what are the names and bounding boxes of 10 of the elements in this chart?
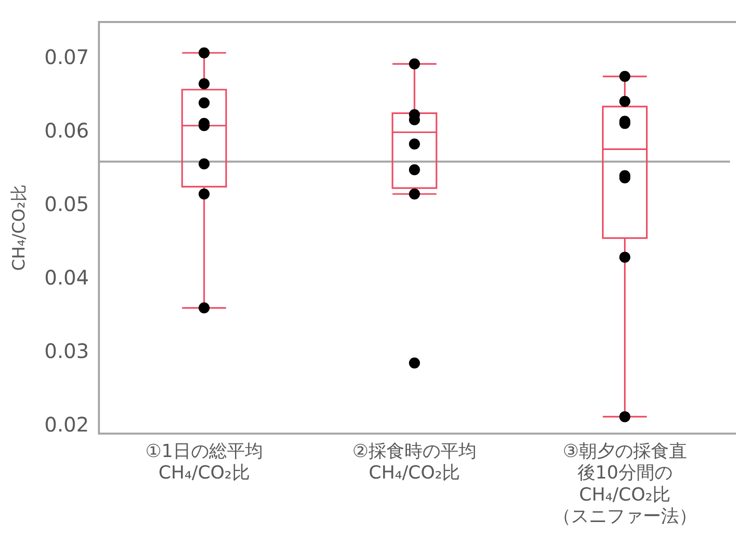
y-tick-label: 0.06: [44, 118, 89, 142]
x-tick-label: ①1日の総平均 CH₄/CO₂比: [145, 441, 263, 484]
y-tick-label: 0.02: [44, 412, 89, 436]
y-tick-label: 0.03: [44, 338, 89, 363]
y-tick-label: 0.05: [44, 192, 89, 216]
y-tick-label: 0.07: [44, 44, 89, 69]
x-tick-label: ③朝夕の採食直後10分間の CH₄/CO₂比（スニファー法）: [552, 441, 697, 527]
x-tick-label: ②採食時の平均 CH₄/CO₂比: [352, 441, 477, 484]
y-axis-title: CH₄/CO₂比: [10, 184, 30, 271]
y-tick-label: 0.04: [44, 265, 89, 290]
